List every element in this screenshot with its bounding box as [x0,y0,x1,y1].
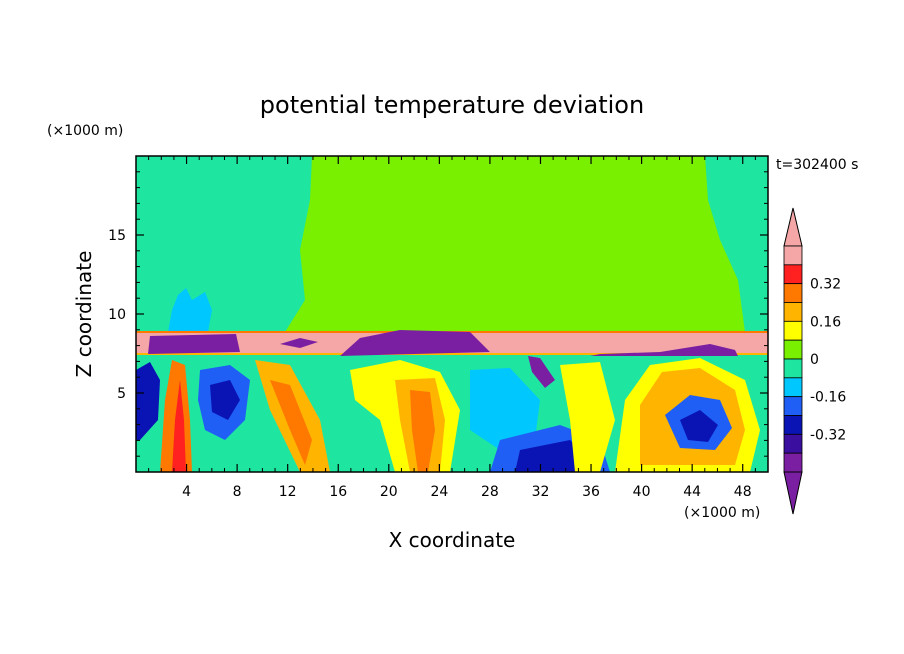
colorbar-swatch [783,302,803,322]
colorbar-label: -0.16 [810,390,846,406]
x-tick-label: 24 [430,484,448,500]
colorbar-over-triangle [783,207,803,247]
cold-swirl-2-core [210,380,240,420]
cold-swirl-5-core [515,440,590,472]
colorbar-label: 0.16 [810,314,841,330]
x-tick-label: 28 [481,484,499,500]
x-tick-label: 4 [182,484,191,500]
x-tick-label: 8 [233,484,242,500]
y-tick-label: 5 [117,386,126,402]
y-tick-label: 15 [108,228,126,244]
colorbar-swatch [783,452,803,473]
colorbar-swatch [783,377,803,398]
warm-swirl-2-core [270,380,312,465]
purple-blob-1 [148,334,240,354]
time-label: t=302400 s [776,157,858,173]
x-tick-label: 36 [582,484,600,500]
x-tick-label: 12 [279,484,297,500]
colorbar-swatch [783,433,803,454]
warm-swirl-6 [560,362,615,472]
x-tick-label: 16 [329,484,347,500]
x-tick-label: 32 [532,484,550,500]
upper-left-cool-region [136,156,312,332]
x-tick-label: 40 [633,484,651,500]
warm-patch-1-core [172,380,186,472]
x-axis-ticks: 4 8 12 16 20 24 28 32 36 40 44 48 [148,156,756,500]
colorbar-swatch [783,245,803,266]
warm-swirl-3-center [410,390,435,472]
purple-blob-2 [340,330,490,356]
upper-right-cool-region [705,156,768,332]
colorbar-label: -0.32 [810,427,846,443]
y-tick-label: 10 [108,307,126,323]
x-unit-label: (×1000 m) [684,505,760,521]
x-tick-label: 44 [683,484,701,500]
colorbar-swatch [783,283,803,303]
y-unit-label: (×1000 m) [47,123,123,139]
colorbar-under-triangle [783,471,803,515]
cold-core-7-center [680,410,718,442]
colorbar: -0.32 -0.16 0 0.16 0.32 [783,207,846,515]
colorbar-swatch [783,415,803,435]
cold-swirl-4 [470,368,540,450]
inversion-bottom-line [136,353,768,355]
cold-swirl-1 [136,362,160,440]
colorbar-label: 0 [810,352,819,368]
colorbar-swatch [783,264,803,285]
colorbar-swatch [783,396,803,416]
y-axis-label: Z coordinate [72,251,96,378]
x-tick-label: 48 [734,484,752,500]
y-axis-ticks: 5 10 15 [108,171,768,457]
purple-small [280,338,318,348]
colorbar-swatch [783,320,803,341]
x-tick-label: 20 [380,484,398,500]
contour-field [136,156,768,472]
chart-title: potential temperature deviation [260,91,644,119]
colorbar-swatch [783,339,803,360]
colorbar-label: 0.32 [810,277,841,293]
purple-drip [528,356,555,388]
cyan-plume [168,288,212,332]
purple-blob-3 [590,344,738,356]
x-axis-label: X coordinate [389,528,516,552]
colorbar-swatch [783,358,803,379]
